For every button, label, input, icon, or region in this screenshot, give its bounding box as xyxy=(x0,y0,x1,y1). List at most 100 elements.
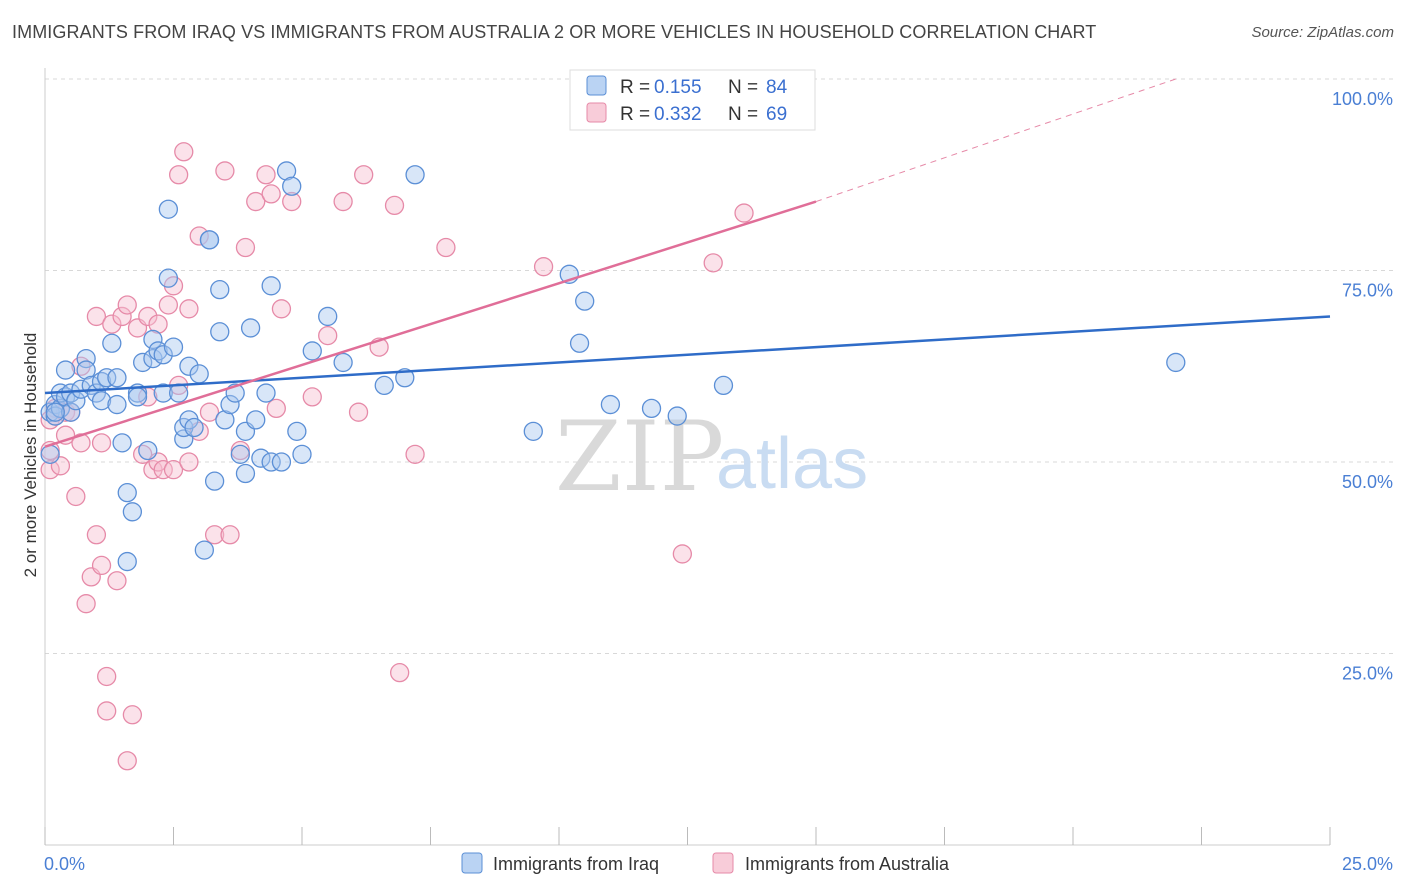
australia-point xyxy=(302,387,322,407)
australia-point xyxy=(703,253,723,273)
iraq-point xyxy=(405,165,425,185)
x-tick-left: 0.0% xyxy=(44,854,85,874)
legend-n-label-iraq: N = xyxy=(728,77,758,98)
legend-r-value-australia: 0.332 xyxy=(654,104,702,125)
australia-point xyxy=(256,165,276,185)
iraq-point xyxy=(153,383,173,403)
gridlines xyxy=(45,78,1393,654)
australia-point xyxy=(199,402,220,422)
watermark: ZIP atlas xyxy=(555,401,868,513)
iraq-point xyxy=(117,482,137,503)
australia-point xyxy=(348,402,369,422)
y-tick-label-25: 25.0% xyxy=(1342,664,1393,684)
iraq-point xyxy=(102,333,122,353)
iraq-point xyxy=(168,383,189,403)
watermark-zip: ZIP xyxy=(555,401,724,513)
iraq-point xyxy=(194,540,214,560)
australia-point xyxy=(117,295,137,315)
iraq-point xyxy=(251,448,271,468)
iraq-point xyxy=(215,410,235,430)
australia-point xyxy=(97,666,117,687)
iraq-point xyxy=(230,444,250,464)
iraq-point xyxy=(292,444,312,464)
iraq-point xyxy=(575,291,595,311)
axes xyxy=(44,68,1331,846)
australia-points xyxy=(40,142,754,771)
australia-point xyxy=(102,314,122,334)
iraq-point xyxy=(240,318,261,338)
australia-point xyxy=(91,433,112,453)
australia-trendline-extension xyxy=(815,78,1176,203)
legend-n-value-australia: 69 xyxy=(766,104,787,125)
y-tick-label-75: 75.0% xyxy=(1342,281,1393,301)
iraq-point xyxy=(569,333,590,353)
australia-point xyxy=(734,203,754,223)
iraq-point xyxy=(287,421,307,442)
australia-point xyxy=(66,486,86,507)
iraq-point xyxy=(184,417,204,438)
iraq-point xyxy=(374,375,394,396)
iraq-point xyxy=(667,406,687,426)
legend-r-label-iraq: R = xyxy=(620,77,650,98)
australia-point xyxy=(168,165,189,185)
y-tick-label-100: 100.0% xyxy=(1332,89,1393,109)
australia-point xyxy=(174,142,194,162)
iraq-point xyxy=(600,394,621,415)
australia-point xyxy=(215,161,235,181)
iraq-point xyxy=(256,383,276,403)
iraq-point xyxy=(55,360,76,380)
iraq-point xyxy=(133,352,153,373)
iraq-point xyxy=(261,452,281,472)
legend-n-label-australia: N = xyxy=(728,104,758,125)
australia-point xyxy=(436,237,456,258)
australia-point xyxy=(148,314,168,334)
iraq-point xyxy=(179,356,199,376)
iraq-point xyxy=(76,348,96,369)
australia-point xyxy=(112,306,132,327)
legend-r-label-australia: R = xyxy=(620,104,650,125)
legend-n-value-iraq: 84 xyxy=(766,77,788,98)
australia-point xyxy=(318,325,338,346)
iraq-point xyxy=(276,161,297,181)
bottom-swatch-iraq xyxy=(461,852,483,874)
australia-point xyxy=(261,184,281,204)
australia-point xyxy=(220,525,240,545)
iraq-point xyxy=(40,444,60,464)
australia-point xyxy=(122,705,143,725)
iraq-point xyxy=(395,368,415,388)
iraq-point xyxy=(261,276,281,296)
iraq-point xyxy=(333,352,353,373)
stats-legend: R = 0.155 N = 84 R = 0.332 N = 69 xyxy=(569,69,816,131)
iraq-point xyxy=(158,268,179,288)
iraq-point xyxy=(210,279,230,300)
iraq-point xyxy=(210,322,230,342)
iraq-point xyxy=(282,176,302,196)
australia-point xyxy=(405,444,425,464)
australia-point xyxy=(204,525,225,545)
iraq-point xyxy=(107,394,127,415)
y-tick-labels: 100.0% 75.0% 50.0% 25.0% xyxy=(1332,89,1393,684)
australia-point xyxy=(91,555,112,576)
iraq-point xyxy=(204,471,225,491)
australia-point xyxy=(97,701,117,721)
australia-point xyxy=(266,398,286,419)
australia-point xyxy=(86,525,107,545)
australia-point xyxy=(384,195,405,216)
iraq-point xyxy=(189,364,209,384)
australia-point xyxy=(179,299,199,319)
iraq-trendline xyxy=(44,315,1331,395)
legend-r-value-iraq: 0.155 xyxy=(654,77,702,98)
australia-point xyxy=(158,295,179,315)
x-tick-right: 25.0% xyxy=(1342,854,1393,874)
iraq-point xyxy=(153,345,173,365)
iraq-point xyxy=(117,551,137,572)
iraq-point xyxy=(271,452,292,472)
iraq-point xyxy=(641,398,662,419)
iraq-point xyxy=(76,360,96,380)
iraq-point xyxy=(91,391,112,411)
legend-swatch-australia xyxy=(586,102,607,123)
australia-point xyxy=(189,226,209,246)
bottom-label-australia: Immigrants from Australia xyxy=(745,854,950,874)
australia-point xyxy=(271,299,292,319)
australia-point xyxy=(86,306,107,327)
